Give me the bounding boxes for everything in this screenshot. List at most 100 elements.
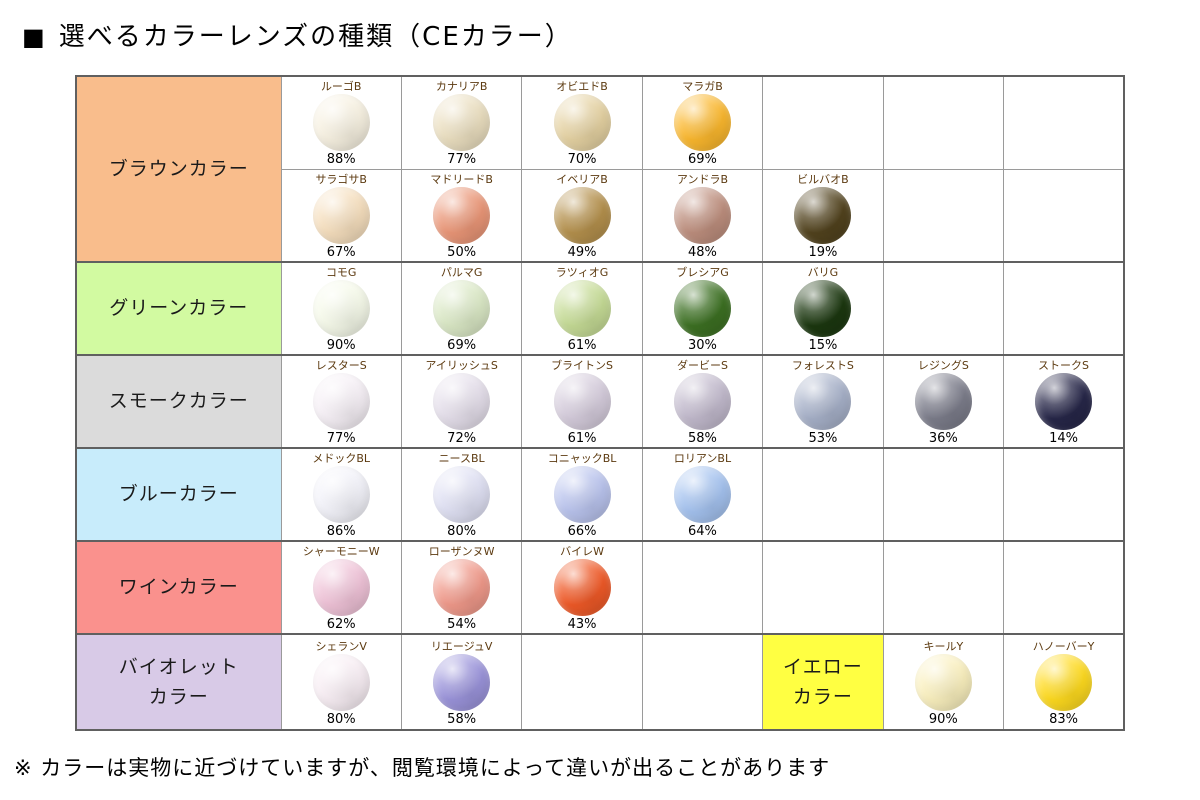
lens-transmittance: 69% <box>688 152 717 168</box>
lens-cell: ブレシアG 30% <box>641 261 764 356</box>
lens-name: レジングS <box>917 359 969 372</box>
lens-name: バリG <box>807 266 839 279</box>
lens-name: イベリアB <box>556 172 608 186</box>
empty-cell <box>1003 447 1125 542</box>
lens-name: オビエドB <box>556 80 608 94</box>
lens-cell: ルーゴB 88% <box>280 75 402 170</box>
empty-cell <box>521 633 643 731</box>
lens-cell: ストークS 14% <box>1003 354 1125 449</box>
lens-swatch-icon <box>1035 373 1093 430</box>
lens-name: マラガB <box>682 80 723 94</box>
empty-cell <box>762 540 884 635</box>
lens-name: アンドラB <box>676 172 729 186</box>
lens-cell: パルマG 69% <box>400 261 523 356</box>
lens-transmittance: 49% <box>567 244 597 260</box>
lens-cell: バイレW 43% <box>521 540 643 635</box>
lens-name: ハノーバーY <box>1032 639 1095 653</box>
lens-name: アイリッシュS <box>425 359 498 372</box>
lens-cell: リエージュV 58% <box>400 633 523 731</box>
lens-cell: オビエドB 70% <box>521 75 643 170</box>
lens-swatch-icon <box>914 373 972 430</box>
lens-swatch-icon <box>433 559 491 616</box>
lens-swatch-icon <box>433 186 491 244</box>
lens-transmittance: 69% <box>447 338 477 353</box>
lens-swatch-icon <box>553 466 611 523</box>
lens-name: ローザンヌW <box>428 545 495 558</box>
lens-swatch-icon <box>553 280 611 337</box>
lens-transmittance: 66% <box>567 524 597 539</box>
lens-name: シャーモニーW <box>302 545 380 558</box>
lens-cell: ラツィオG 61% <box>521 261 643 356</box>
lens-name: コモG <box>325 266 357 279</box>
lens-cell: ビルバオB 19% <box>762 168 884 263</box>
empty-cell <box>882 75 1005 170</box>
table-row-green: グリーンカラー コモG 90% パルマG 69% ラツィオG 61% <box>75 261 1125 356</box>
table-row-blue: ブルーカラー メドックBL 86% ニースBL 80% コニャックBL 66% <box>75 447 1125 542</box>
table-row-brown-2: サラゴサB 67% マドリードB 50% イベリアB 49% アンドラB <box>76 168 1125 263</box>
title-square-icon: ■ <box>22 23 47 51</box>
lens-cell: イベリアB 49% <box>521 168 643 263</box>
empty-cell <box>641 540 764 635</box>
lens-name: パルマG <box>440 266 483 279</box>
lens-cell: ロリアンBL 64% <box>641 447 764 542</box>
lens-transmittance: 90% <box>928 711 958 727</box>
lens-cell: サラゴサB 67% <box>280 168 402 263</box>
lens-transmittance: 48% <box>688 244 717 260</box>
lens-swatch-icon <box>433 94 491 152</box>
lens-transmittance: 64% <box>688 524 717 539</box>
empty-cell <box>762 75 884 170</box>
footnote: ※ カラーは実物に近づけていますが、閲覧環境によって違いが出ることがあります <box>14 756 831 780</box>
lens-cell: アイリッシュS 72% <box>400 354 523 449</box>
lens-transmittance: 53% <box>808 431 838 446</box>
lens-transmittance: 54% <box>447 617 477 632</box>
category-yellow: イエロー カラー <box>762 633 884 731</box>
lens-swatch-icon <box>914 653 972 711</box>
lens-name: フォレストS <box>791 359 854 372</box>
empty-cell <box>882 168 1005 263</box>
empty-cell <box>882 447 1005 542</box>
lens-swatch-icon <box>553 559 611 616</box>
lens-name: キールY <box>923 639 964 653</box>
color-lens-table: ブラウンカラー ルーゴB 88% カナリアB 77% オビエドB 70% <box>75 75 1125 731</box>
lens-cell: シャーモニーW 62% <box>280 540 402 635</box>
lens-transmittance: 61% <box>567 338 597 353</box>
lens-name: ロリアンBL <box>673 452 732 465</box>
lens-swatch-icon <box>673 373 731 430</box>
lens-cell: バリG 15% <box>762 261 884 356</box>
lens-transmittance: 90% <box>326 338 356 353</box>
lens-swatch-icon <box>312 94 370 152</box>
category-blue: ブルーカラー <box>75 447 282 542</box>
lens-name: ラツィオG <box>555 266 609 279</box>
lens-name: コニャックBL <box>547 452 617 465</box>
lens-cell: ブライトンS 61% <box>521 354 643 449</box>
lens-transmittance: 43% <box>567 617 597 632</box>
lens-transmittance: 67% <box>326 244 356 260</box>
lens-swatch-icon <box>1035 653 1093 711</box>
lens-swatch-icon <box>673 466 731 523</box>
lens-name: ニースBL <box>438 452 485 465</box>
lens-cell: フォレストS 53% <box>762 354 884 449</box>
lens-swatch-icon <box>794 373 852 430</box>
lens-name: リエージュV <box>430 639 493 653</box>
table-row-violet-yellow: バイオレット カラー シェランV 80% リエージュV 58% イエロー カラー… <box>75 633 1125 731</box>
lens-cell: メドックBL 86% <box>280 447 402 542</box>
lens-swatch-icon <box>312 373 370 430</box>
lens-cell: コモG 90% <box>280 261 402 356</box>
lens-transmittance: 80% <box>447 524 477 539</box>
lens-transmittance: 30% <box>688 338 717 353</box>
lens-transmittance: 70% <box>567 152 597 168</box>
lens-swatch-icon <box>433 373 491 430</box>
lens-swatch-icon <box>553 186 611 244</box>
category-smoke: スモークカラー <box>75 354 282 449</box>
lens-transmittance: 58% <box>447 711 477 727</box>
empty-cell <box>1003 540 1125 635</box>
lens-cell: マドリードB 50% <box>400 168 523 263</box>
table-row-smoke: スモークカラー レスターS 77% アイリッシュS 72% ブライトンS 61% <box>75 354 1125 449</box>
category-green: グリーンカラー <box>75 261 282 356</box>
lens-name: ブレシアG <box>676 266 729 279</box>
empty-cell <box>1003 261 1125 356</box>
lens-swatch-icon <box>433 653 491 711</box>
lens-transmittance: 86% <box>326 524 356 539</box>
lens-cell: ダービーS 58% <box>641 354 764 449</box>
